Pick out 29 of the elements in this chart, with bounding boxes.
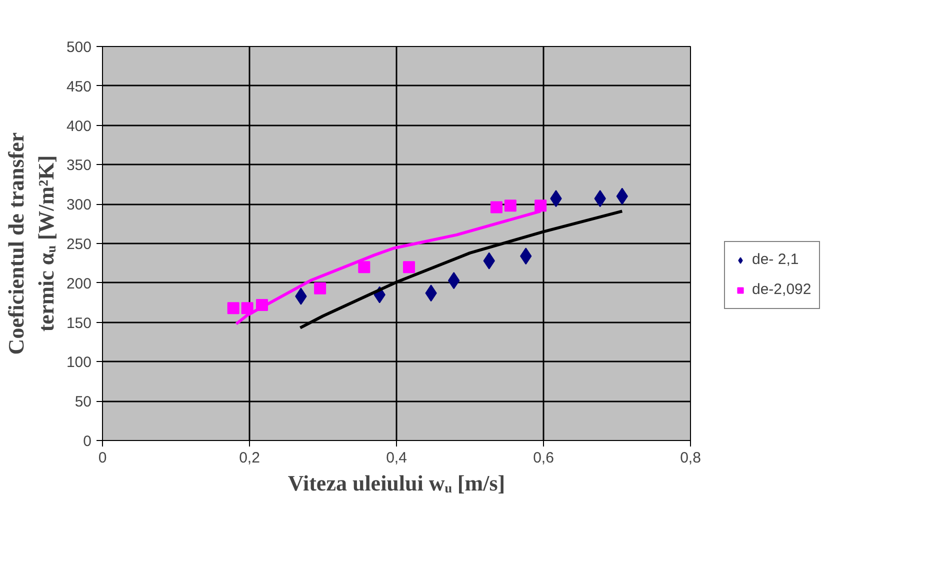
point: [227, 302, 240, 314]
y-axis-title: Coeficientul de transfer termic αᵤ [W/m²K]: [3, 132, 58, 355]
point: [358, 261, 370, 274]
point: [490, 201, 502, 214]
y-tick-label: 50: [74, 394, 92, 411]
y-tick-label: 400: [66, 118, 92, 135]
legend-label: de- 2,1: [752, 251, 799, 268]
x-axis-title: Viteza uleiului wᵤ [m/s]: [288, 470, 506, 496]
point: [241, 302, 254, 314]
y-tick-label: 0: [83, 433, 92, 450]
y-tick-label: 500: [66, 39, 92, 56]
point: [448, 272, 460, 290]
x-tick-label: 0,6: [533, 450, 554, 466]
y-tick-label: 450: [66, 78, 92, 96]
y-tick-label: 250: [66, 236, 92, 253]
x-tick-label: 0: [98, 450, 107, 466]
point: [402, 261, 415, 274]
x-tick-label: 0,2: [239, 450, 260, 466]
x-tick-label: 0,8: [680, 450, 701, 466]
legend-label: de-2,092: [752, 281, 812, 298]
point: [504, 200, 516, 212]
y-tick-label: 100: [66, 354, 92, 372]
y-tick-label: 350: [66, 157, 92, 174]
y-tick-label: 200: [66, 275, 92, 292]
point: [314, 282, 326, 294]
x-tick-label: 0,4: [386, 450, 407, 466]
y-tick-label: 300: [66, 196, 92, 214]
point: [534, 200, 547, 212]
y-tick-label: 150: [66, 314, 92, 332]
